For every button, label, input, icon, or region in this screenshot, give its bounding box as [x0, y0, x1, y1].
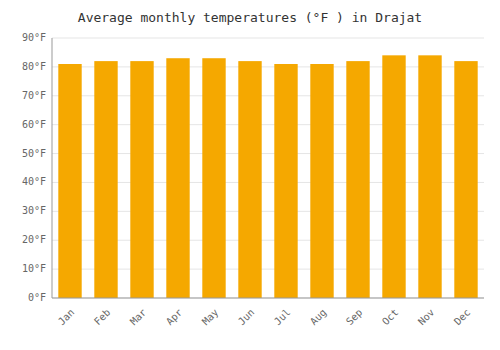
grid-line — [52, 38, 484, 39]
y-tick-label: 70°F — [22, 90, 46, 101]
chart: 0°F 10°F 20°F 30°F 40°F 50°F 60°F 70°F 80°F 90°F J… — [0, 0, 500, 350]
x-tick-label: Jul — [272, 307, 293, 328]
bar — [130, 61, 153, 298]
grid-line — [52, 298, 484, 299]
y-tick-label: 30°F — [22, 205, 46, 216]
bar — [418, 55, 441, 298]
x-tick-label: Feb — [92, 307, 113, 328]
x-axis-line — [52, 298, 484, 299]
bar — [238, 61, 261, 298]
x-tick-label: Apr — [164, 307, 185, 328]
bar — [166, 58, 189, 298]
x-tick-label: Nov — [416, 307, 437, 328]
x-tick-label: Sep — [344, 307, 365, 328]
x-tick-label: Oct — [380, 307, 401, 328]
y-tick-label: 80°F — [22, 61, 46, 72]
y-tick-labels: 0°F 10°F 20°F 30°F 40°F 50°F 60°F 70°F 80°F 90°F — [22, 32, 46, 303]
bar — [94, 61, 117, 298]
y-grid — [52, 38, 484, 298]
x-tick-label: Jan — [56, 307, 77, 328]
bar — [202, 58, 225, 298]
bar — [310, 64, 333, 298]
y-tick-label: 20°F — [22, 234, 46, 245]
y-tick-label: 10°F — [22, 263, 46, 274]
y-tick-label: 0°F — [28, 292, 46, 303]
x-tick-label: Aug — [308, 307, 329, 328]
bars — [58, 55, 477, 298]
bar — [346, 61, 369, 298]
bar — [58, 64, 81, 298]
x-tick-label: Jun — [236, 307, 257, 328]
bar — [274, 64, 297, 298]
y-axis-line — [52, 38, 53, 298]
y-tick-label: 60°F — [22, 119, 46, 130]
bar — [382, 55, 405, 298]
bar — [454, 61, 477, 298]
y-tick-label: 50°F — [22, 148, 46, 159]
x-tick-label: Dec — [452, 307, 473, 328]
y-tick-label: 90°F — [22, 32, 46, 43]
chart-container: 0°F 10°F 20°F 30°F 40°F 50°F 60°F 70°F 80°F 90°F J… — [0, 0, 500, 350]
title: Average monthly temperatures (°F ) in Dr… — [78, 10, 422, 25]
x-tick-label: May — [200, 307, 221, 328]
x-tick-label: Mar — [128, 307, 149, 328]
x-tick-labels: Jan Feb Mar Apr May Jun Jul Aug Sep Oct Nov Dec — [56, 307, 473, 328]
y-tick-label: 40°F — [22, 176, 46, 187]
